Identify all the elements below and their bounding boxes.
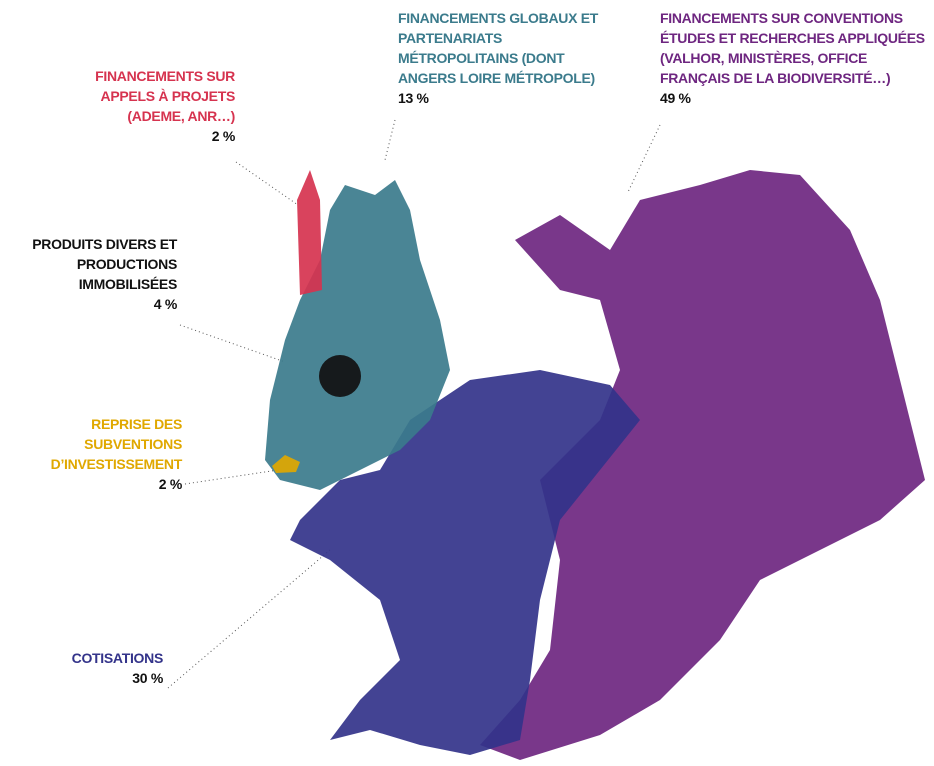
category-label: FINANCEMENTS SUR APPELS À PROJETS (ADEME… bbox=[95, 68, 235, 124]
category-label: COTISATIONS bbox=[71, 650, 164, 666]
value-label: 4 % bbox=[153, 296, 178, 312]
label: FINANCEMENTS GLOBAUX ET PARTENARIATS MÉT… bbox=[398, 8, 598, 108]
segment bbox=[480, 170, 925, 760]
segment bbox=[290, 370, 640, 755]
category-label: PRODUITS DIVERS ET PRODUCTIONS IMMOBILIS… bbox=[32, 236, 177, 292]
value-label: 30 % bbox=[132, 670, 163, 686]
label: COTISATIONS 30 % bbox=[40, 648, 164, 688]
label: FINANCEMENTS SUR CONVENTIONS ÉTUDES ET R… bbox=[660, 8, 930, 108]
segment bbox=[272, 455, 300, 473]
segment bbox=[297, 170, 322, 295]
value-label: 2 % bbox=[158, 476, 183, 492]
leader bbox=[179, 324, 286, 363]
leader bbox=[184, 469, 279, 485]
segment bbox=[319, 355, 361, 397]
label: PRODUITS DIVERS ET PRODUCTIONS IMMOBILIS… bbox=[30, 234, 177, 314]
category-label: FINANCEMENTS GLOBAUX ET PARTENARIATS MÉT… bbox=[398, 10, 598, 86]
value-label: 2 % bbox=[211, 128, 236, 144]
category-label: REPRISE DES SUBVENTIONS D’INVESTISSEMENT bbox=[50, 416, 183, 472]
segment bbox=[265, 180, 450, 490]
leader bbox=[627, 124, 661, 193]
category-label: FINANCEMENTS SUR CONVENTIONS ÉTUDES ET R… bbox=[660, 10, 925, 86]
leader bbox=[384, 119, 396, 161]
value-label: 49 % bbox=[660, 90, 691, 106]
leader bbox=[167, 549, 331, 689]
value-label: 13 % bbox=[398, 90, 429, 106]
label: REPRISE DES SUBVENTIONS D’INVESTISSEMENT… bbox=[0, 414, 183, 494]
leader bbox=[235, 161, 299, 206]
label: FINANCEMENTS SUR APPELS À PROJETS (ADEME… bbox=[85, 66, 235, 146]
